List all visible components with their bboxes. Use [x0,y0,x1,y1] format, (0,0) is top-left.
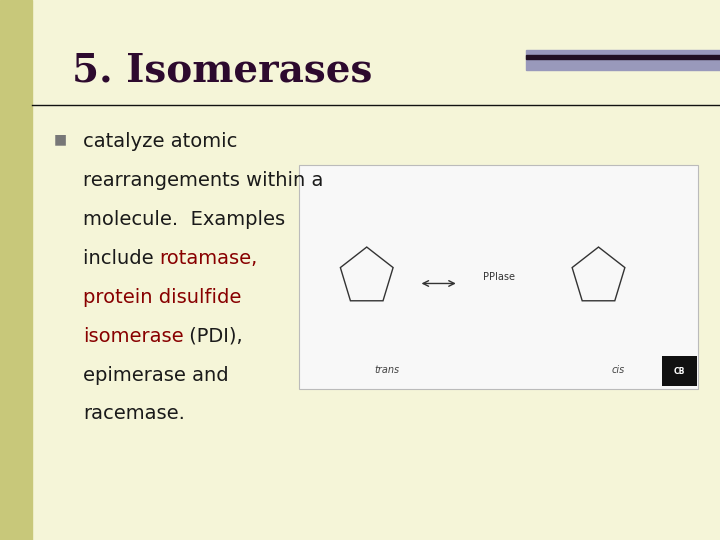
Text: racemase.: racemase. [83,404,184,423]
Bar [526,55,720,59]
Text: rearrangements within a: rearrangements within a [83,171,323,190]
Bar [526,50,720,70]
Text: isomerase: isomerase [83,327,184,346]
Text: include: include [83,249,160,268]
Text: 5. Isomerases: 5. Isomerases [72,51,372,89]
Text: trans: trans [374,365,400,375]
Text: protein disulfide: protein disulfide [83,288,241,307]
Text: CB: CB [674,367,685,376]
Text: (PDI),: (PDI), [184,327,243,346]
Text: catalyze atomic: catalyze atomic [83,132,237,151]
Bar [0,0,32,540]
Text: PPIase: PPIase [482,272,515,282]
Text: epimerase and: epimerase and [83,366,228,384]
Text: rotamase,: rotamase, [160,249,258,268]
Text: ■: ■ [54,132,67,146]
Text: cis: cis [612,365,625,375]
Bar [299,165,698,389]
Bar [662,356,697,386]
Text: molecule.  Examples: molecule. Examples [83,210,285,229]
